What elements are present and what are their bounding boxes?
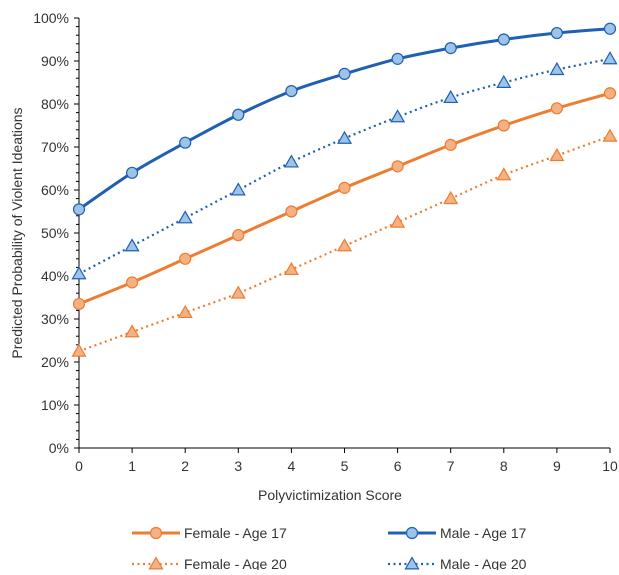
series-0 [72, 87, 617, 311]
y-tick-label: 70% [41, 139, 69, 155]
data-point [285, 84, 298, 98]
data-point [72, 203, 86, 216]
data-point [443, 190, 459, 205]
data-point [285, 205, 298, 218]
legend-marker [148, 556, 164, 570]
y-tick-label: 60% [41, 182, 69, 198]
y-tick-label: 80% [41, 96, 69, 112]
legend-marker [149, 526, 163, 540]
legend-label: Female - Age 17 [184, 525, 287, 541]
legend-label: Male - Age 17 [440, 525, 527, 541]
data-point [336, 238, 353, 252]
x-tick-label: 7 [447, 458, 455, 474]
data-point [283, 154, 299, 168]
y-tick-label: 30% [41, 311, 69, 327]
x-tick-label: 3 [234, 458, 242, 474]
data-point [602, 51, 618, 65]
data-point [497, 119, 510, 132]
data-point [602, 128, 618, 142]
plot-series [71, 22, 618, 357]
data-point [550, 26, 564, 40]
data-point [338, 181, 351, 194]
series-1 [72, 22, 617, 216]
y-tick-label: 90% [41, 53, 69, 69]
y-axis: 0% 10% 20% 30% 40% 50% 60% 70% 80% 90% 100% [33, 10, 80, 456]
data-point [72, 297, 86, 311]
y-tick-label: 20% [41, 354, 69, 370]
x-axis-title: Polyvictimization Score [258, 487, 402, 503]
x-tick-label: 4 [288, 458, 296, 474]
y-axis-title: Predicted Probability of Violent Ideatio… [9, 107, 25, 358]
data-point [71, 343, 87, 357]
data-point [550, 102, 564, 115]
y-tick-label: 10% [41, 397, 69, 413]
data-point [549, 61, 565, 76]
data-point [496, 74, 512, 88]
data-point [549, 147, 565, 162]
data-point [603, 22, 617, 35]
data-point [390, 109, 406, 123]
data-point [336, 130, 353, 144]
data-point [391, 160, 404, 173]
data-point [179, 136, 192, 149]
data-point [390, 214, 406, 228]
x-axis: 0 1 2 3 4 5 6 7 8 9 10 [75, 447, 618, 474]
series-2 [71, 128, 618, 357]
data-point [230, 182, 246, 196]
x-tick-label: 5 [341, 458, 349, 474]
x-tick-label: 0 [75, 458, 83, 474]
data-point [124, 324, 140, 338]
legend-marker [404, 556, 420, 570]
data-point [177, 210, 193, 224]
data-point [603, 87, 617, 100]
data-point [124, 238, 140, 252]
legend-label: Male - Age 20 [440, 556, 527, 570]
y-tick-label: 50% [41, 225, 69, 241]
series-3 [71, 51, 618, 280]
data-point [126, 166, 139, 179]
data-point [443, 89, 459, 104]
data-point [444, 138, 457, 151]
legend-item: Male - Age 20 [388, 556, 527, 572]
data-point [283, 261, 299, 276]
legend-item: Male - Age 17 [388, 525, 527, 541]
legend-marker [405, 526, 419, 540]
data-point [232, 108, 245, 121]
y-tick-label: 0% [49, 440, 69, 456]
data-point [444, 41, 457, 55]
legend-item: Female - Age 17 [132, 525, 287, 541]
y-tick-label: 100% [33, 10, 69, 26]
y-tick-label: 40% [41, 268, 69, 284]
data-point [177, 304, 193, 319]
legend: Female - Age 17 Male - Age 17 Female - Age… [132, 525, 527, 572]
x-tick-label: 2 [181, 458, 189, 474]
x-tick-label: 6 [394, 458, 402, 474]
data-point [126, 276, 139, 289]
data-point [179, 252, 192, 265]
legend-item: Female - Age 20 [132, 556, 287, 572]
data-point [391, 52, 404, 65]
data-point [338, 67, 351, 81]
data-point [497, 33, 510, 46]
legend-label: Female - Age 20 [184, 556, 287, 570]
x-tick-label: 9 [553, 458, 561, 474]
data-point [230, 285, 246, 299]
x-tick-label: 10 [602, 458, 618, 474]
data-point [496, 167, 512, 181]
data-point [71, 266, 87, 280]
x-tick-label: 8 [500, 458, 508, 474]
series-line [78, 91, 611, 306]
x-tick-label: 1 [128, 458, 136, 474]
data-point [232, 229, 245, 242]
